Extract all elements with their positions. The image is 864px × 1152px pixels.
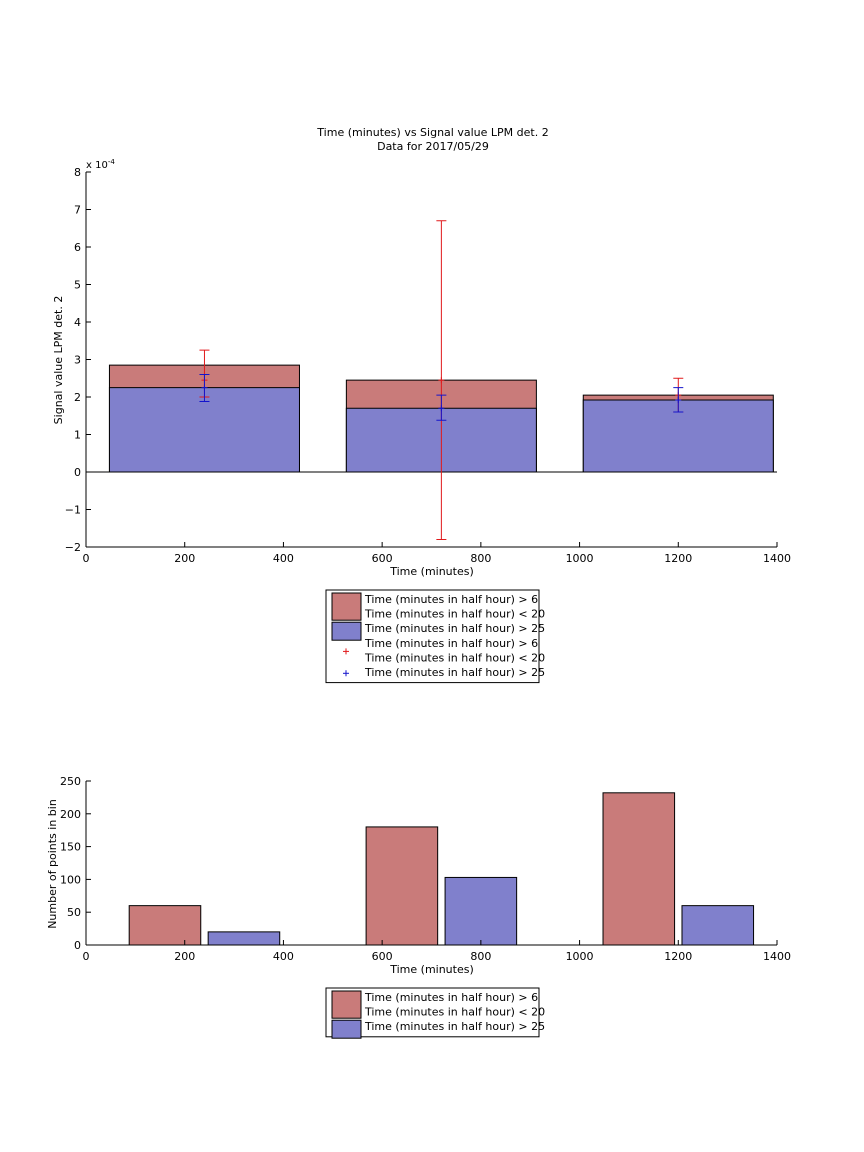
y-tick-label: 250 [60, 775, 81, 788]
exponent-label: x 10-4 [86, 158, 115, 171]
y-tick-label: 5 [74, 279, 81, 292]
y-tick-label: 100 [60, 873, 81, 886]
legend-label: Time (minutes in half hour) < 20 [364, 1006, 545, 1019]
x-tick-label: 200 [174, 950, 195, 963]
plot-area: 0 200 400 600 800 1000 1200 1400 0 50 100 150 200 250 [60, 775, 791, 963]
x-tick-label: 1400 [763, 950, 791, 963]
bar [602, 792, 676, 946]
legend-label: Time (minutes in half hour) > 25 [364, 622, 545, 635]
y-tick-label: 1 [74, 429, 81, 442]
x-tick-label: 1400 [763, 552, 791, 565]
x-tick-label: 400 [273, 552, 294, 565]
y-tick-label: 6 [74, 241, 81, 254]
legend-swatch [331, 1019, 362, 1039]
legend-label: Time (minutes in half hour) > 6 [364, 637, 538, 650]
plot-area: 0 200 400 600 800 1000 1200 1400 −2 −1 0 1 2 3 4 5 6 7 8 [65, 166, 791, 565]
bar [128, 905, 202, 946]
x-tick-label: 1000 [566, 950, 594, 963]
x-tick-label: 1200 [664, 552, 692, 565]
bar [207, 931, 281, 946]
count-chart: 0 200 400 600 800 1000 1200 1400 0 50 100 150 200 250… [46, 775, 791, 1039]
bar [681, 905, 755, 946]
chart-title: Time (minutes) vs Signal value LPM det. … [316, 126, 548, 139]
legend-label: Time (minutes in half hour) > 25 [364, 666, 545, 679]
legend-swatch [331, 990, 362, 1019]
x-tick-label: 0 [83, 552, 90, 565]
x-tick-label: 800 [470, 950, 491, 963]
y-axis-label: Number of points in bin [46, 799, 59, 929]
x-tick-label: 600 [372, 552, 393, 565]
y-tick-label: 3 [74, 354, 81, 367]
legend-swatch [331, 592, 362, 621]
x-tick-label: 0 [83, 950, 90, 963]
x-tick-label: 200 [174, 552, 195, 565]
y-tick-label: 8 [74, 166, 81, 179]
legend-label: Time (minutes in half hour) > 25 [364, 1020, 545, 1033]
bar [444, 876, 518, 946]
legend-label: Time (minutes in half hour) < 20 [364, 608, 545, 621]
x-axis-label: Time (minutes) [389, 963, 474, 976]
legend-swatch [331, 621, 362, 641]
y-tick-label: 2 [74, 391, 81, 404]
y-tick-label: 0 [74, 939, 81, 952]
y-axis-label: Signal value LPM det. 2 [52, 296, 65, 425]
x-tick-label: 1000 [566, 552, 594, 565]
x-tick-label: 800 [470, 552, 491, 565]
y-tick-label: 7 [74, 204, 81, 217]
chart-subtitle: Data for 2017/05/29 [377, 140, 489, 153]
x-axis-label: Time (minutes) [389, 565, 474, 578]
y-tick-label: 0 [74, 466, 81, 479]
exponent-power: -4 [108, 158, 116, 166]
signal-chart: Time (minutes) vs Signal value LPM det. … [52, 126, 791, 684]
y-tick-label: 50 [67, 906, 81, 919]
y-tick-label: −1 [65, 504, 81, 517]
legend: Time (minutes in half hour) > 6 Time (min… [325, 987, 545, 1039]
y-tick-label: 200 [60, 808, 81, 821]
y-tick-label: −2 [65, 541, 81, 554]
bar [365, 826, 439, 946]
x-tick-label: 1200 [664, 950, 692, 963]
legend-label: Time (minutes in half hour) < 20 [364, 651, 545, 664]
y-tick-label: 150 [60, 841, 81, 854]
x-tick-label: 600 [372, 950, 393, 963]
legend-label: Time (minutes in half hour) > 6 [364, 593, 538, 606]
exponent-base: x 10 [86, 160, 108, 171]
x-tick-label: 400 [273, 950, 294, 963]
y-tick-label: 4 [74, 316, 81, 329]
legend-label: Time (minutes in half hour) > 6 [364, 991, 538, 1004]
